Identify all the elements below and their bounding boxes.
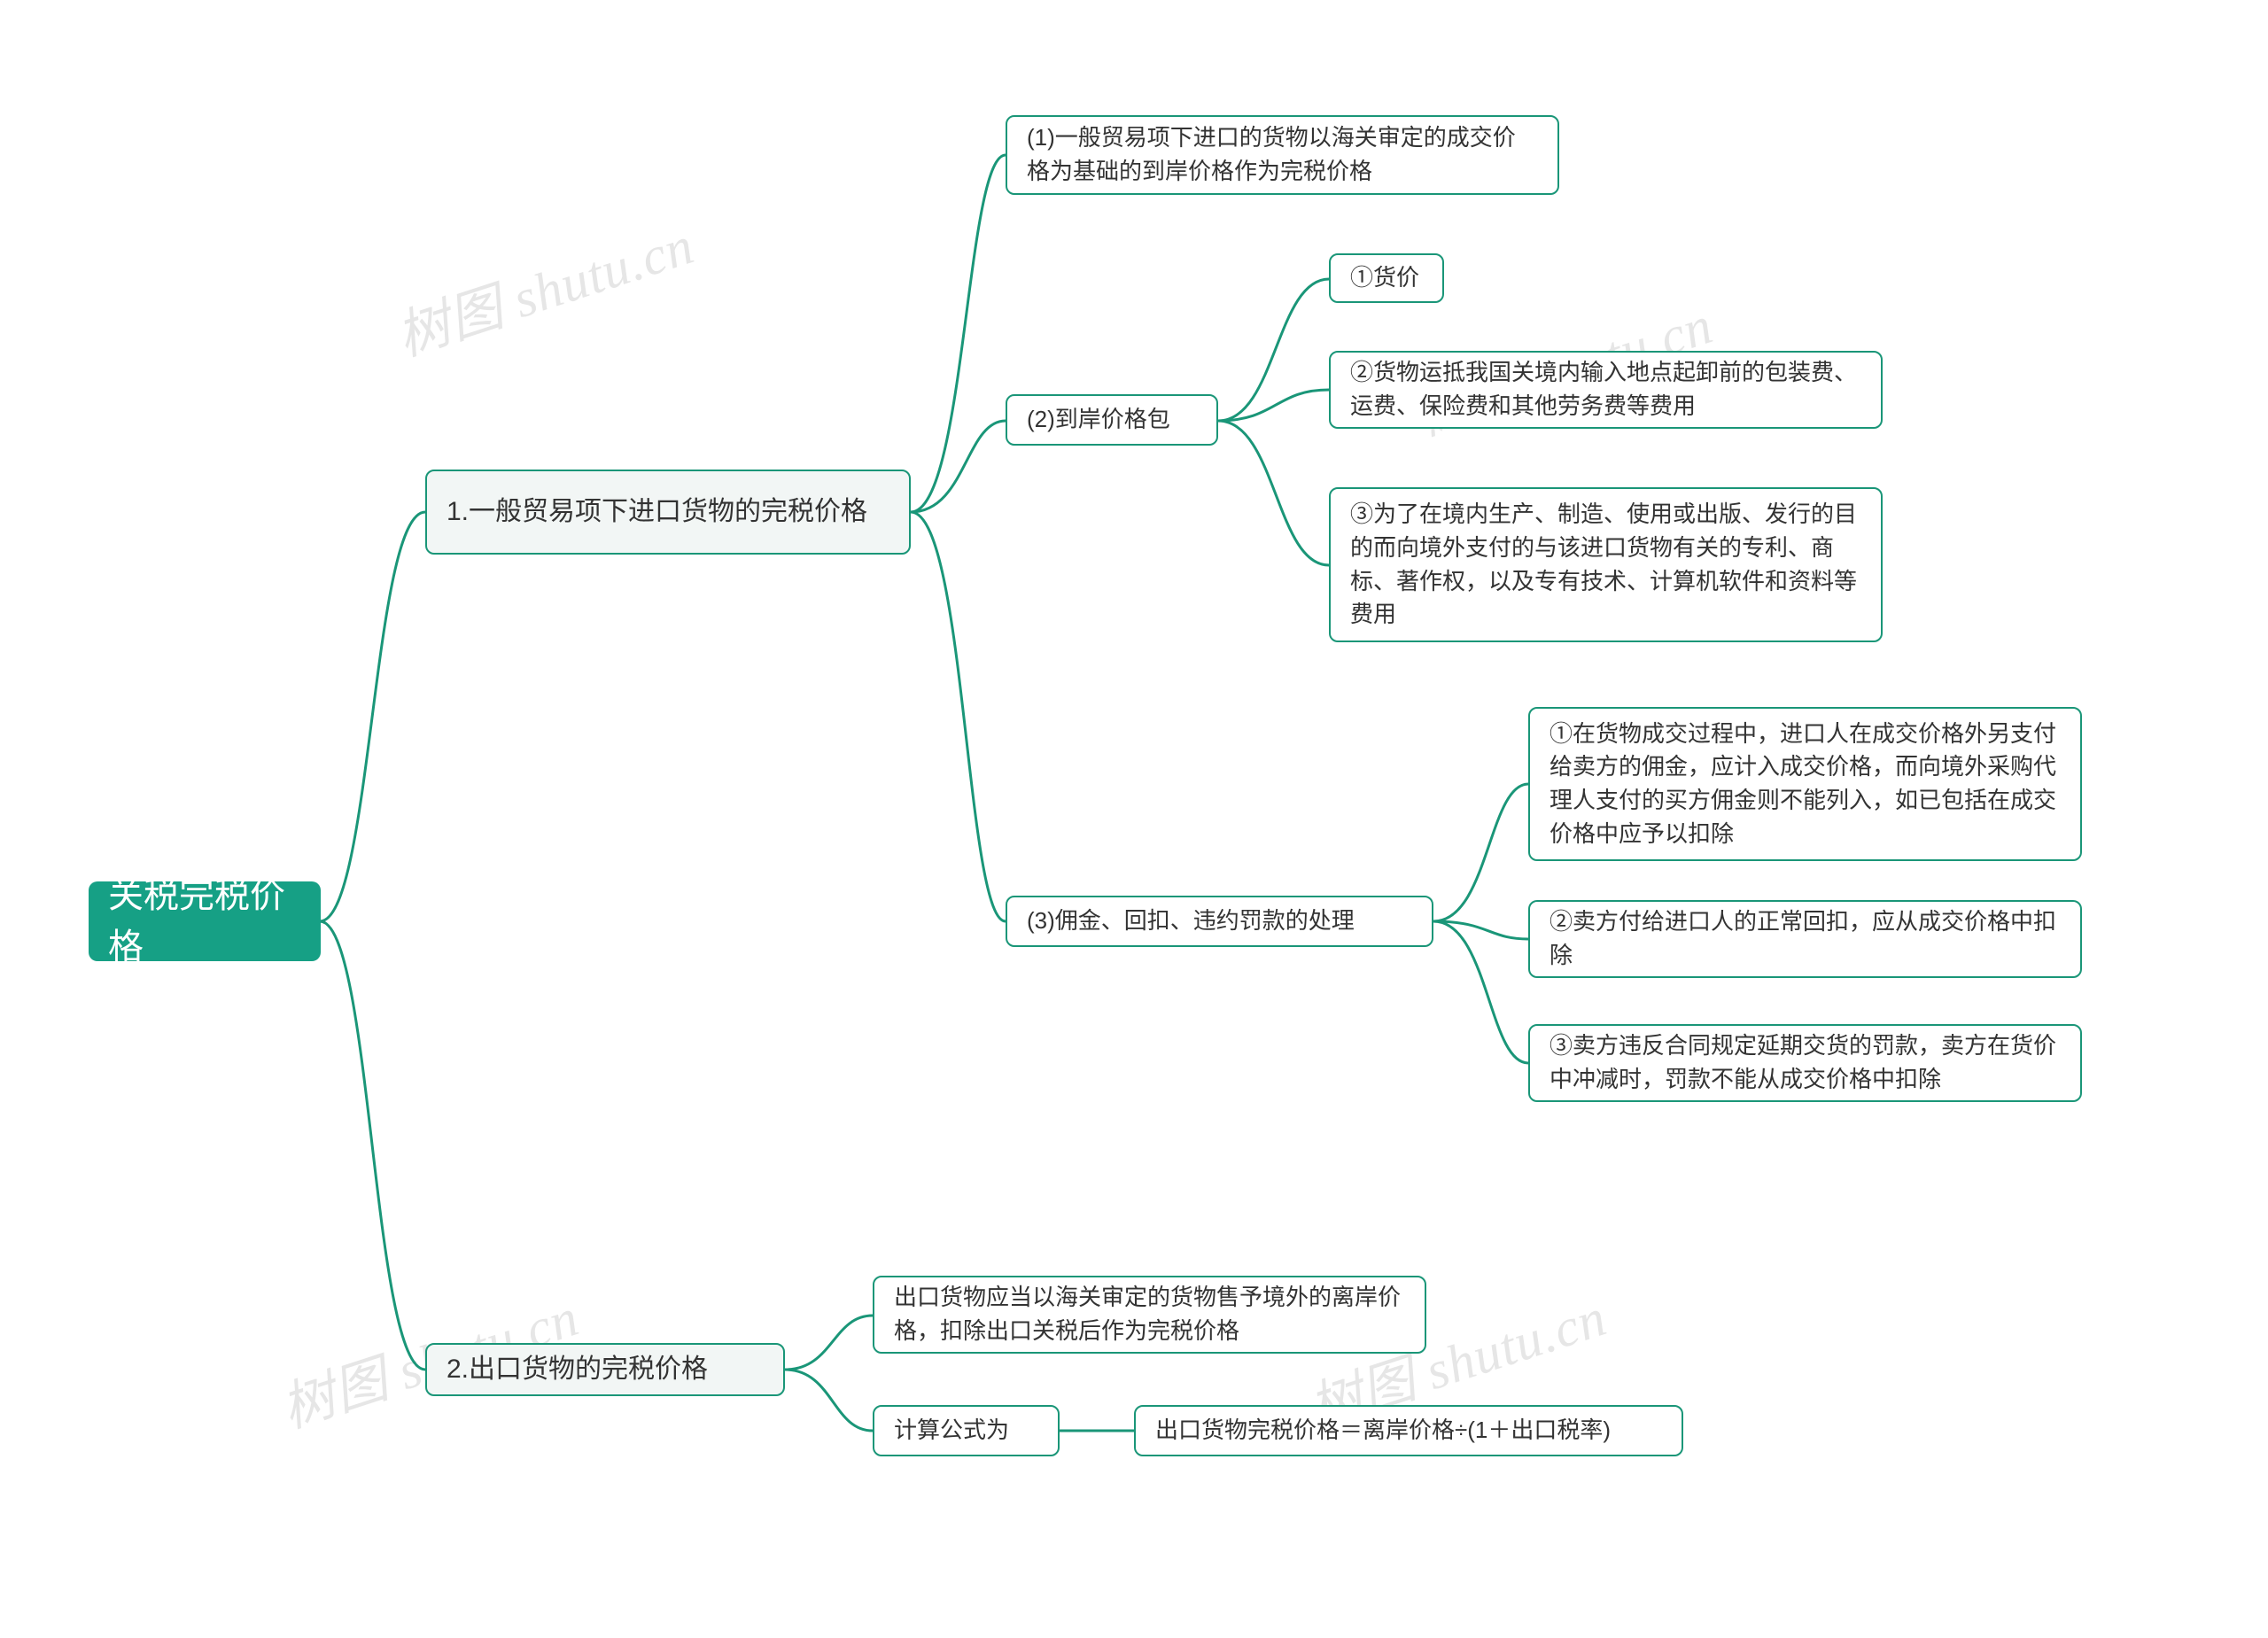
b1-c3-d1: ①在货物成交过程中，进口人在成交价格外另支付给卖方的佣金，应计入成交价格，而向境… xyxy=(1528,707,2082,861)
b1-c3-d3-label: ③卖方违反合同规定延期交货的罚款，卖方在货价中冲减时，罚款不能从成交价格中扣除 xyxy=(1550,1029,2061,1096)
b1-c3-d2: ②卖方付给进口人的正常回扣，应从成交价格中扣除 xyxy=(1528,900,2082,978)
b1-c1: (1)一般贸易项下进口的货物以海关审定的成交价格为基础的到岸价格作为完税价格 xyxy=(1006,115,1559,195)
b1-c3-label: (3)佣金、回扣、违约罚款的处理 xyxy=(1027,904,1355,938)
b1-c3: (3)佣金、回扣、违约罚款的处理 xyxy=(1006,896,1433,947)
b2-c2-d1-label: 出口货物完税价格＝离岸价格÷(1＋出口税率) xyxy=(1155,1414,1611,1448)
b1-c1-label: (1)一般贸易项下进口的货物以海关审定的成交价格为基础的到岸价格作为完税价格 xyxy=(1027,121,1538,188)
b1-c2-d3: ③为了在境内生产、制造、使用或出版、发行的目的而向境外支付的与该进口货物有关的专… xyxy=(1329,487,1883,642)
b1-c3-d3: ③卖方违反合同规定延期交货的罚款，卖方在货价中冲减时，罚款不能从成交价格中扣除 xyxy=(1528,1024,2082,1102)
b1-c2-d1: ①货价 xyxy=(1329,253,1444,303)
b2-c1-label: 出口货物应当以海关审定的货物售予境外的离岸价格，扣除出口关税后作为完税价格 xyxy=(894,1281,1405,1347)
b1-c2-d2: ②货物运抵我国关境内输入地点起卸前的包装费、运费、保险费和其他劳务费等费用 xyxy=(1329,351,1883,429)
b1-c2: (2)到岸价格包 xyxy=(1006,394,1218,446)
root-label: 关税完税价格 xyxy=(108,870,301,973)
b1-c2-d2-label: ②货物运抵我国关境内输入地点起卸前的包装费、运费、保险费和其他劳务费等费用 xyxy=(1350,356,1861,423)
b2-c2-d1: 出口货物完税价格＝离岸价格÷(1＋出口税率) xyxy=(1134,1405,1683,1456)
b1-c3-d1-label: ①在货物成交过程中，进口人在成交价格外另支付给卖方的佣金，应计入成交价格，而向境… xyxy=(1550,718,2061,851)
b2-c2: 计算公式为 xyxy=(873,1405,1060,1456)
branch-1: 1.一般贸易项下进口货物的完税价格 xyxy=(425,470,911,555)
b1-c2-d3-label: ③为了在境内生产、制造、使用或出版、发行的目的而向境外支付的与该进口货物有关的专… xyxy=(1350,498,1861,632)
branch-2-label: 2.出口货物的完税价格 xyxy=(447,1350,708,1389)
b1-c2-label: (2)到岸价格包 xyxy=(1027,403,1170,437)
watermark: 树图 shutu.cn xyxy=(385,202,703,370)
b2-c1: 出口货物应当以海关审定的货物售予境外的离岸价格，扣除出口关税后作为完税价格 xyxy=(873,1276,1426,1354)
branch-1-label: 1.一般贸易项下进口货物的完税价格 xyxy=(447,493,867,532)
b1-c2-d1-label: ①货价 xyxy=(1350,261,1419,295)
branch-2: 2.出口货物的完税价格 xyxy=(425,1343,785,1396)
b2-c2-label: 计算公式为 xyxy=(894,1414,1009,1448)
root-node: 关税完税价格 xyxy=(89,881,321,961)
b1-c3-d2-label: ②卖方付给进口人的正常回扣，应从成交价格中扣除 xyxy=(1550,905,2061,972)
